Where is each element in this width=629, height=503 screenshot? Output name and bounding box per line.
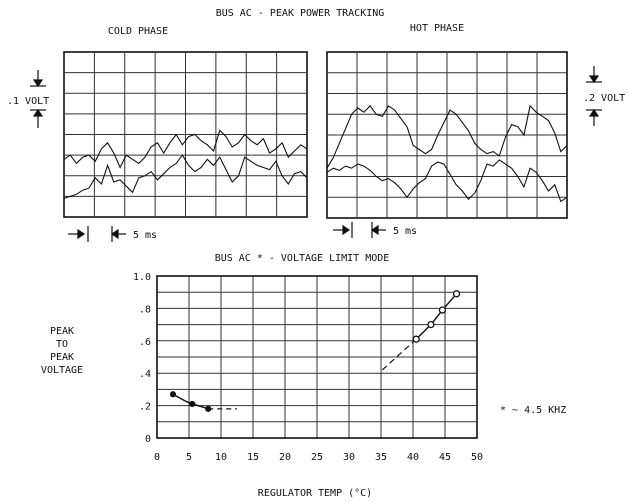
y-tick-label: .4 xyxy=(139,369,151,380)
cold-scope-trace-1 xyxy=(63,154,308,199)
cold-phase-label: COLD PHASE xyxy=(108,26,168,37)
hot-time-label: 5 ms xyxy=(393,226,417,237)
cold-scale-marker xyxy=(30,70,46,128)
cold-scale-label: .1 VOLT xyxy=(7,96,49,107)
low-temp-data-point xyxy=(189,400,196,408)
x-tick-label: 0 xyxy=(154,452,160,463)
y-axis-label-line-1: PEAK xyxy=(50,326,74,337)
hot-phase-label: HOT PHASE xyxy=(410,23,464,34)
y-tick-label: .6 xyxy=(139,337,151,348)
x-tick-label: 15 xyxy=(247,452,259,463)
top-title: BUS AC - PEAK POWER TRACKING xyxy=(216,8,385,19)
cold-time-label: 5 ms xyxy=(133,230,157,241)
x-tick-label: 50 xyxy=(471,452,483,463)
hot-scale-label: .2 VOLT xyxy=(583,93,625,104)
voltage-chart-title: BUS AC * - VOLTAGE LIMIT MODE xyxy=(215,253,390,264)
high-temp-dashed-extension xyxy=(381,338,417,371)
hot-scope-trace-1 xyxy=(326,104,568,169)
y-axis-label-line-2: TO xyxy=(56,339,68,350)
low-temp-data-point xyxy=(205,405,212,412)
hot-scale-marker xyxy=(586,66,602,126)
y-axis-label-line-4: VOLTAGE xyxy=(41,365,83,376)
hot-phase-scope xyxy=(326,51,568,219)
cold-time-marker xyxy=(68,226,126,242)
hot-scope-trace-2 xyxy=(326,159,568,203)
voltage-chart-frame xyxy=(156,275,478,439)
x-tick-label: 45 xyxy=(439,452,451,463)
y-axis-label-line-3: PEAK xyxy=(50,352,74,363)
high-temp-data-point xyxy=(452,290,461,298)
frequency-annotation: * ~ 4.5 KHZ xyxy=(500,405,566,416)
x-tick-label: 40 xyxy=(407,452,419,463)
x-tick-label: 35 xyxy=(375,452,387,463)
high-temp-data-point xyxy=(438,306,447,314)
cold-phase-scope xyxy=(63,51,308,218)
x-tick-label: 20 xyxy=(279,452,291,463)
high-temp-line xyxy=(415,293,458,340)
cold-scope-trace-2 xyxy=(63,129,308,169)
y-tick-label: 1.0 xyxy=(133,272,151,283)
high-temp-data-point xyxy=(427,320,435,329)
low-temp-data-point xyxy=(169,391,177,398)
x-tick-label: 30 xyxy=(343,452,355,463)
y-tick-label: .8 xyxy=(139,304,151,315)
x-axis-label: REGULATOR TEMP (°C) xyxy=(258,488,372,499)
high-temp-data-point xyxy=(412,335,420,343)
y-tick-label: .2 xyxy=(139,402,151,413)
x-tick-label: 10 xyxy=(215,452,227,463)
x-tick-label: 5 xyxy=(186,452,192,463)
y-tick-label: 0 xyxy=(145,434,151,445)
x-tick-label: 25 xyxy=(311,452,323,463)
voltage-limit-chart: 0 5 10 15 20 25 30 35 40 45 50 0 .2 .4 .6 .8 1.0 xyxy=(133,272,483,463)
hot-time-marker xyxy=(333,222,386,238)
